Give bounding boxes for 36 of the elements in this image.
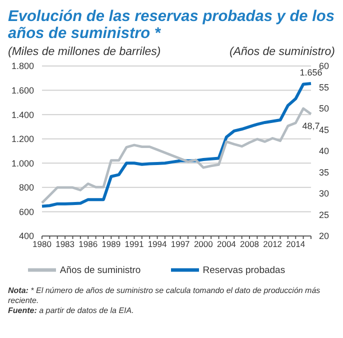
y2-tick-label: 20: [319, 231, 330, 242]
x-tick-label: 1986: [78, 239, 98, 250]
chart-title: Evolución de las reservas probadas y de los años de suministro *: [8, 8, 335, 42]
legend-label: Reservas probadas: [202, 264, 286, 276]
x-tick-label: 1980: [32, 239, 52, 250]
y-tick-label: 1.800: [11, 61, 34, 72]
x-tick-label: 1994: [148, 239, 168, 250]
y2-tick-label: 25: [319, 210, 330, 220]
y-axis-title: (Miles de millones de barriles): [8, 46, 161, 58]
legend-label: Años de suministro: [60, 264, 141, 276]
x-tick-label: 1991: [124, 239, 144, 250]
y2-tick-label: 30: [319, 188, 330, 199]
y-tick-label: 1.600: [11, 85, 34, 96]
x-tick-label: 1997: [170, 239, 190, 250]
x-tick-label: 2004: [216, 239, 236, 250]
x-tick-label: 2012: [263, 239, 282, 250]
text: Nota: * El número de años de suministro se calcula tomando el dato de producción más reciente.: [8, 286, 322, 306]
data-label: 48,7: [302, 121, 320, 132]
y-tick-label: 1.200: [11, 134, 34, 144]
x-tick-label: 2008: [240, 239, 260, 250]
source-note: Fuente: a partir de datos de la EIA.: [8, 306, 135, 316]
y-tick-label: 1.000: [11, 158, 34, 168]
y2-tick-label: 40: [319, 146, 330, 156]
y-tick-label: 600: [18, 206, 34, 217]
y-tick-label: 800: [18, 182, 34, 193]
x-tick-label: 1983: [56, 239, 75, 250]
y2-tick-label: 45: [319, 124, 330, 135]
y-tick-label: 400: [18, 231, 34, 242]
x-tick-label: 2000: [194, 239, 214, 250]
y-tick-label: 1.400: [11, 110, 34, 120]
x-tick-label: 2014: [286, 239, 306, 250]
y2-tick-label: 35: [319, 167, 330, 178]
y2-tick-label: 50: [319, 104, 330, 114]
x-tick-label: 1989: [102, 239, 121, 250]
y2-axis-title: (Años de suministro): [230, 46, 335, 58]
y2-tick-label: 55: [319, 82, 330, 92]
